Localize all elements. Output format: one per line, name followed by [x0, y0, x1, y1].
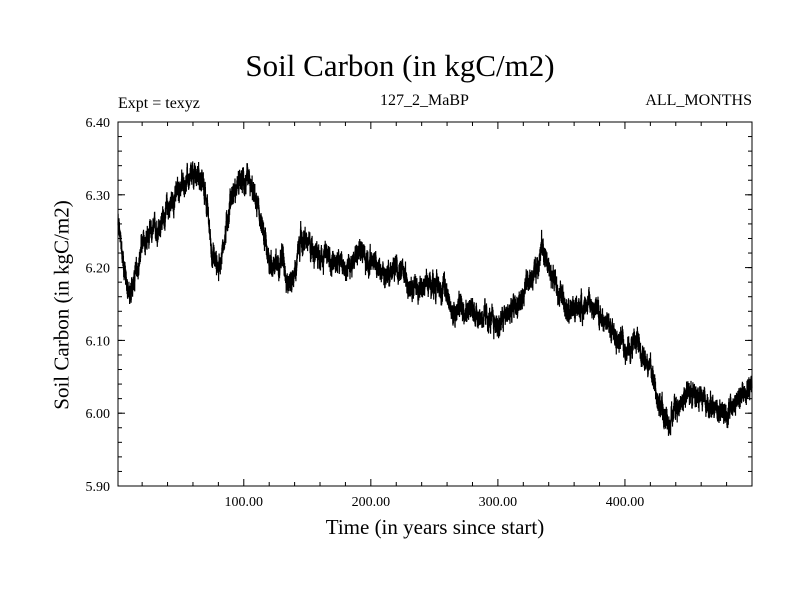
months-label: ALL_MONTHS [645, 92, 752, 109]
x-tick-label: 200.00 [352, 495, 391, 510]
y-tick-label: 6.10 [86, 334, 111, 349]
soil-carbon-series-line [117, 161, 753, 436]
x-tick-label: 300.00 [479, 495, 518, 510]
x-tick-label: 400.00 [606, 495, 645, 510]
y-tick-label: 6.20 [86, 262, 111, 277]
series-layer [117, 161, 753, 436]
tick-layer: 5.90 6.00 6.10 6.20 6.30 6.40 100.00 200.00 300.… [86, 116, 752, 510]
period-label: 127_2_MaBP [380, 92, 469, 109]
experiment-label: Expt = texyz [118, 95, 200, 112]
x-tick-label: 100.00 [225, 495, 264, 510]
y-tick-label: 6.00 [86, 407, 111, 422]
y-tick-label: 6.30 [86, 189, 111, 204]
plot-frame [117, 121, 753, 487]
x-axis-label: Time (in years since start) [325, 515, 545, 539]
chart-title: Soil Carbon (in kgC/m2) [245, 48, 555, 83]
y-tick-label: 5.90 [86, 480, 111, 495]
y-tick-label: 6.40 [86, 116, 111, 131]
